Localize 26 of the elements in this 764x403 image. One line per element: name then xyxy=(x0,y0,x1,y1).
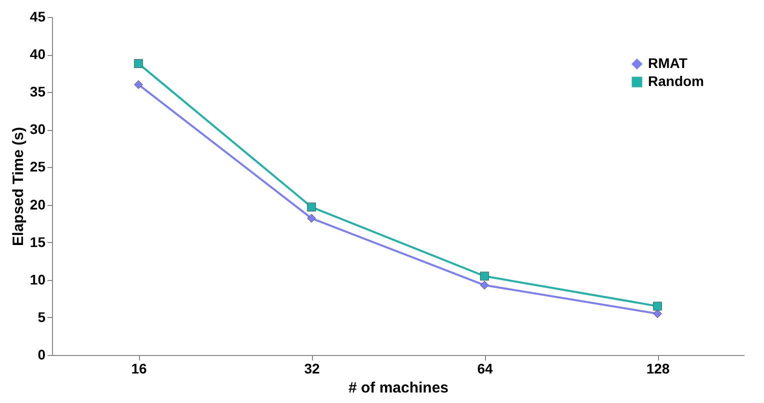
y-tick-label: 0 xyxy=(38,346,46,362)
legend-label: RMAT xyxy=(648,55,688,71)
y-axis-title: Elapsed Time (s) xyxy=(10,127,27,246)
x-tick-label: 64 xyxy=(477,360,493,376)
y-tick-label: 30 xyxy=(30,121,46,138)
legend-label: Random xyxy=(648,73,704,89)
y-tick-label: 10 xyxy=(30,271,46,288)
x-tick-label: 16 xyxy=(131,360,147,376)
point xyxy=(134,80,143,90)
point xyxy=(480,272,489,281)
y-tick-label: 35 xyxy=(30,84,46,100)
x-tick-label: 32 xyxy=(304,360,320,376)
point xyxy=(134,59,143,68)
x-tick-label: 128 xyxy=(646,360,670,376)
point xyxy=(307,202,316,212)
x-axis-title: # of machines xyxy=(348,380,449,396)
y-tick-label: 15 xyxy=(30,234,46,250)
y-tick-label: 40 xyxy=(30,46,46,62)
y-tick-label: 20 xyxy=(30,196,46,212)
y-tick-label: 5 xyxy=(38,308,46,325)
y-tick-label: 25 xyxy=(30,158,46,175)
point xyxy=(480,280,489,290)
point xyxy=(307,214,316,223)
point xyxy=(653,309,662,318)
point xyxy=(653,302,662,311)
y-tick-label: 45 xyxy=(30,8,46,24)
